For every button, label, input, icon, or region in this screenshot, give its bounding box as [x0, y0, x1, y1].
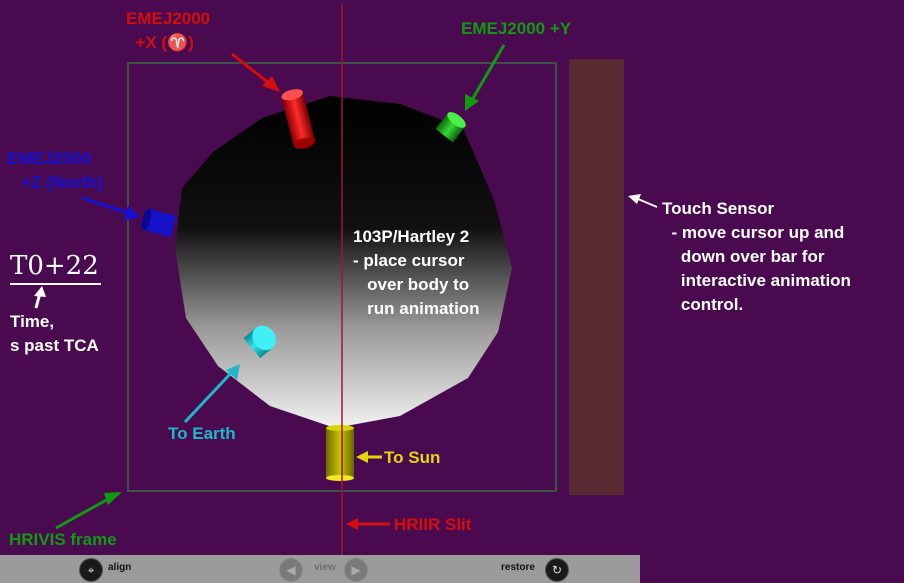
time-value: T0+22 — [10, 251, 101, 285]
hriir-arrow — [346, 518, 390, 530]
touch-sensor-arrow — [628, 194, 658, 208]
z-axis-marker — [141, 208, 177, 238]
sun-label: To Sun — [384, 448, 441, 467]
arrow-right-icon[interactable]: ▶ — [344, 558, 368, 582]
sun-arrow — [356, 451, 382, 463]
hriir-label: HRIIR Slit — [394, 515, 472, 534]
restore-icon[interactable]: ↻ — [545, 558, 569, 582]
align-button-label[interactable]: align — [108, 562, 132, 573]
hrivis-label: HRIVIS frame — [9, 530, 117, 549]
comet-label: 103P/Hartley 2 - place cursor over body … — [353, 227, 480, 318]
y-axis-marker — [435, 112, 466, 143]
time-caption: Time, s past TCA — [10, 312, 99, 355]
arrow-left-icon[interactable]: ◀ — [279, 558, 303, 582]
view-button-label[interactable]: view — [314, 562, 336, 573]
sun-marker — [326, 425, 354, 481]
touch-sensor-bar[interactable] — [569, 59, 624, 495]
earth-marker — [243, 325, 276, 359]
time-arrow — [34, 286, 46, 309]
viewer-toolbar: ⌖ align ◀ view ▶ restore ↻ — [0, 555, 640, 583]
z-axis-arrow — [81, 196, 140, 220]
y-axis-label: EMEJ2000 +Y — [461, 19, 572, 38]
x-axis-marker — [281, 89, 316, 149]
earth-arrow — [183, 364, 240, 424]
hrivis-arrow — [55, 492, 122, 530]
y-axis-arrow — [465, 44, 506, 111]
x-axis-arrow — [231, 52, 280, 92]
touch-sensor-label: Touch Sensor - move cursor up and down o… — [662, 199, 851, 314]
z-axis-label: EMEJ2000 +Z (North) — [7, 149, 103, 192]
x-axis-label: EMEJ2000 +X (♈) — [126, 9, 211, 52]
align-icon[interactable]: ⌖ — [79, 558, 103, 582]
restore-button-label[interactable]: restore — [501, 562, 535, 573]
earth-label: To Earth — [168, 424, 236, 443]
